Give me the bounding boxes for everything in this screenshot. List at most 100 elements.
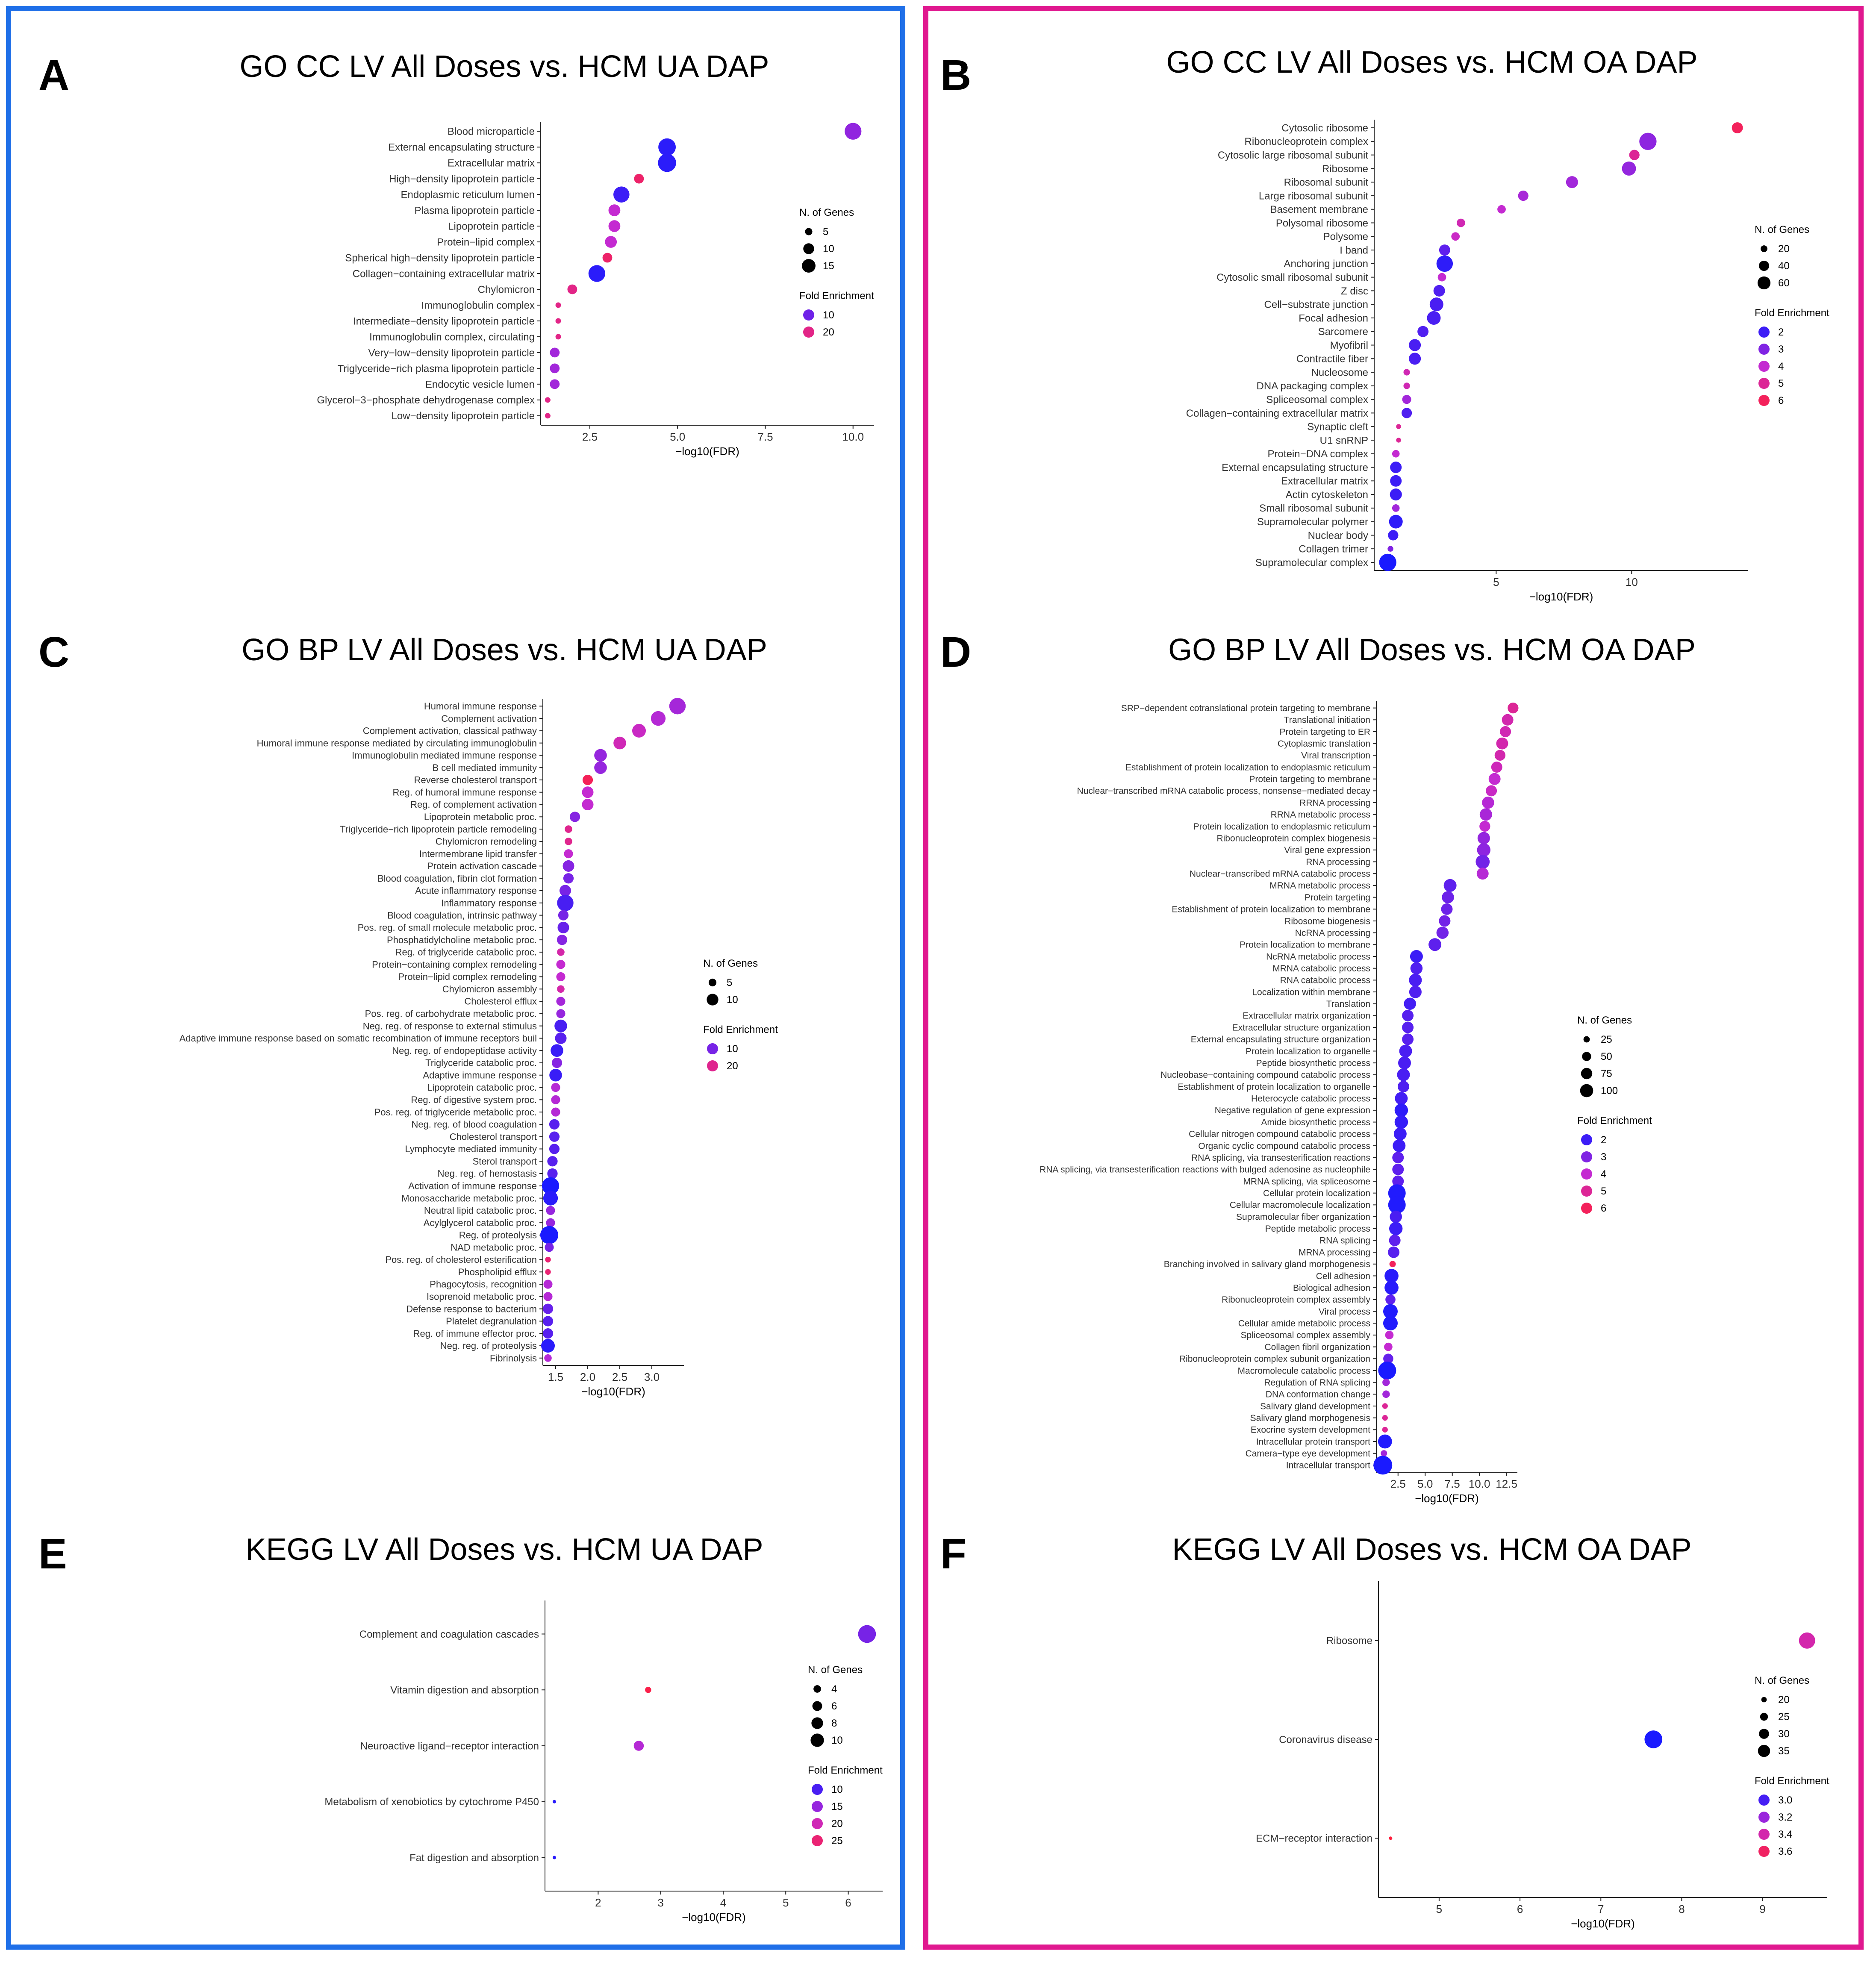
panel-e-legend-color-label: 20 xyxy=(831,1818,843,1830)
panel-c-point xyxy=(546,1218,555,1227)
panel-a-legend-size-dot xyxy=(803,243,814,254)
panel-c-point xyxy=(556,972,565,982)
panel-e-point xyxy=(552,1856,556,1859)
panel-e-legend-size-label: 10 xyxy=(831,1735,843,1746)
panel-f-title: KEGG LV All Doses vs. HCM OA DAP xyxy=(1172,1533,1692,1567)
panel-d-category-label: Viral transcription xyxy=(1301,751,1370,761)
panel-d-point xyxy=(1381,1450,1387,1457)
panel-b-category-label: I band xyxy=(1340,244,1368,256)
panel-b-legend-color-title: Fold Enrichment xyxy=(1755,307,1829,319)
panel-f-legend-size-dot xyxy=(1760,1712,1768,1721)
panel-e-x-tick-label: 6 xyxy=(845,1896,851,1909)
panel-d-category-label: Ribonucleoprotein complex biogenesis xyxy=(1216,833,1370,843)
panel-d-point xyxy=(1402,1033,1414,1045)
panel-c-legend-size-title: N. of Genes xyxy=(703,958,758,969)
panel-b-point xyxy=(1402,395,1411,404)
panel-c-point xyxy=(557,935,568,945)
panel-c-category-label: Neutral lipid catabolic proc. xyxy=(424,1205,537,1216)
panel-a-legend-size-dot xyxy=(802,259,816,273)
panel-e-category-label: Metabolism of xenobiotics by cytochrome … xyxy=(324,1796,539,1808)
panel-d-legend-color-label: 6 xyxy=(1601,1203,1606,1214)
panel-c-category-label: Protein−lipid complex remodeling xyxy=(398,971,537,982)
panel-a-category-label: Collagen−containing extracellular matrix xyxy=(353,268,535,279)
panel-a-title: GO CC LV All Doses vs. HCM UA DAP xyxy=(240,50,769,84)
panel-b-category-label: Spliceosomal complex xyxy=(1266,394,1368,406)
panel-f-point xyxy=(1389,1836,1393,1840)
panel-d-category-label: MRNA processing xyxy=(1299,1247,1370,1257)
panel-c-point xyxy=(632,724,646,738)
panel-f-legend-size-label: 25 xyxy=(1778,1711,1790,1723)
panel-b-point xyxy=(1639,132,1657,150)
panel-c-point xyxy=(557,948,565,956)
panel-c-category-label: Pos. reg. of small molecule metabolic pr… xyxy=(358,922,537,933)
panel-b-category-label: Cytosolic small ribosomal subunit xyxy=(1216,272,1368,283)
panel-b-category-label: External encapsulating structure xyxy=(1222,462,1368,474)
panel-d-chart: D GO BP LV All Doses vs. HCM OA DAP SRP−de… xyxy=(940,628,1696,1505)
panel-c-point xyxy=(582,774,593,785)
panel-d-point xyxy=(1398,1056,1411,1070)
panel-d-category-label: Branching involved in salivary gland mor… xyxy=(1164,1259,1370,1269)
panel-c-point xyxy=(547,1168,558,1179)
panel-c-category-label: Fibrinolysis xyxy=(490,1353,537,1363)
panel-e-legend-size-dot xyxy=(810,1733,824,1747)
panel-d-category-label: Extracellular structure organization xyxy=(1232,1023,1370,1033)
panel-c-category-label: Reg. of immune effector proc. xyxy=(413,1328,537,1339)
panel-c-point xyxy=(557,894,574,911)
panel-d-category-label: NcRNA processing xyxy=(1295,928,1370,938)
panel-c-point xyxy=(558,910,569,921)
panel-c-point xyxy=(542,1303,554,1314)
panel-c-category-label: Reg. of digestive system proc. xyxy=(411,1094,537,1105)
panel-c-category-label: Intermembrane lipid transfer xyxy=(419,848,537,859)
panel-a-category-label: Blood microparticle xyxy=(448,126,535,138)
panel-a-category-label: Immunoglobulin complex, circulating xyxy=(369,331,535,343)
panel-d-x-tick-label: 2.5 xyxy=(1390,1477,1406,1490)
panel-d-legend-color-dot xyxy=(1581,1168,1592,1180)
panel-d-category-label: RRNA metabolic process xyxy=(1271,810,1370,820)
panel-d-category-label: Collagen fibril organization xyxy=(1265,1342,1370,1352)
panel-a-legend-size-label: 10 xyxy=(823,243,834,255)
panel-b-category-label: Collagen trimer xyxy=(1299,544,1368,555)
panel-d-category-label: Cellular amide metabolic process xyxy=(1238,1319,1370,1329)
panel-d-category-label: Establishment of protein localization to… xyxy=(1178,1082,1370,1092)
panel-c-point xyxy=(551,1095,560,1104)
panel-d-point xyxy=(1494,750,1506,761)
panel-b-category-label: Supramolecular complex xyxy=(1255,557,1368,568)
panel-d-point xyxy=(1395,1092,1408,1105)
panel-d-point xyxy=(1436,927,1449,939)
panel-d-category-label: Camera−type eye development xyxy=(1246,1449,1371,1459)
panel-d-point xyxy=(1482,796,1494,809)
panel-a-point xyxy=(550,347,560,358)
panel-b-point xyxy=(1451,232,1460,241)
panel-c-category-label: Pos. reg. of carbohydrate metabolic proc… xyxy=(365,1009,537,1019)
panel-d-category-label: Ribonucleoprotein complex subunit organi… xyxy=(1179,1354,1370,1364)
panel-d-point xyxy=(1388,1246,1400,1258)
panel-d-point xyxy=(1388,1196,1406,1214)
panel-c-point xyxy=(582,786,594,798)
panel-d-category-label: MRNA splicing, via spliceosome xyxy=(1243,1177,1370,1186)
panel-e-category-label: Neuroactive ligand−receptor interaction xyxy=(360,1740,539,1752)
panel-b-point xyxy=(1436,255,1453,272)
panel-d-point xyxy=(1399,1044,1412,1058)
panel-c-point xyxy=(544,1354,552,1362)
panel-d-category-label: Protein localization to organelle xyxy=(1246,1047,1370,1056)
panel-b-category-label: Myofibril xyxy=(1330,340,1368,351)
panel-c-legend-color-label: 20 xyxy=(727,1060,738,1072)
panel-f-x-tick-label: 7 xyxy=(1598,1903,1604,1915)
panel-d-legend-size-title: N. of Genes xyxy=(1577,1015,1632,1026)
panel-a-chart: A GO CC LV All Doses vs. HCM UA DAP Blood … xyxy=(38,50,874,458)
panel-f-legend-color-label: 3.4 xyxy=(1778,1829,1792,1840)
panel-d-category-label: Translational initiation xyxy=(1284,715,1370,725)
panel-d-category-label: Exocrine system development xyxy=(1251,1425,1370,1435)
panel-c-x-tick-label: 2.0 xyxy=(580,1371,595,1383)
panel-d-legend-size-dot xyxy=(1580,1084,1593,1097)
panel-a-point xyxy=(613,186,630,203)
panel-b-point xyxy=(1387,546,1393,552)
panel-f-legend-color-dot xyxy=(1758,1829,1770,1840)
panel-c-point xyxy=(559,885,571,897)
panel-b-point xyxy=(1390,461,1402,474)
panel-e-legend-size-dot xyxy=(812,1701,822,1711)
panel-d-category-label: Supramolecular fiber organization xyxy=(1236,1212,1370,1222)
panel-c-category-label: Acylglycerol catabolic proc. xyxy=(424,1218,537,1228)
panel-b-category-label: Cytosolic ribosome xyxy=(1281,122,1368,134)
panel-c-point xyxy=(554,1019,567,1033)
